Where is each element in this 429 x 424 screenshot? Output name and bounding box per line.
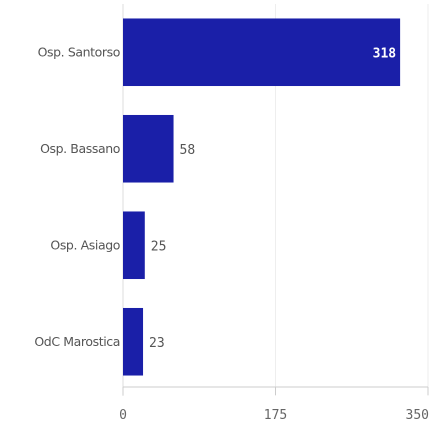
data-label: 23	[149, 336, 165, 351]
data-label: 25	[151, 239, 167, 254]
bar[interactable]	[123, 211, 145, 280]
category-label: Osp. Santorso	[38, 44, 120, 59]
category-label: Osp. Bassano	[40, 141, 120, 156]
category-label: OdC Marostica	[34, 334, 120, 349]
data-label: 58	[180, 143, 196, 158]
bar[interactable]	[123, 114, 174, 183]
bars: Osp. Santorso 318 Osp. Bassano 58 Osp. Asiag…	[34, 18, 401, 376]
category-label: Osp. Asiago	[50, 237, 120, 252]
x-axis-ticks: 0 175 350	[119, 387, 429, 423]
bar[interactable]	[123, 307, 144, 376]
x-tick-label: 350	[406, 408, 429, 423]
bar[interactable]	[123, 18, 401, 87]
x-tick-label: 175	[264, 408, 287, 423]
x-tick-label: 0	[119, 408, 127, 423]
data-label: 318	[373, 46, 397, 61]
